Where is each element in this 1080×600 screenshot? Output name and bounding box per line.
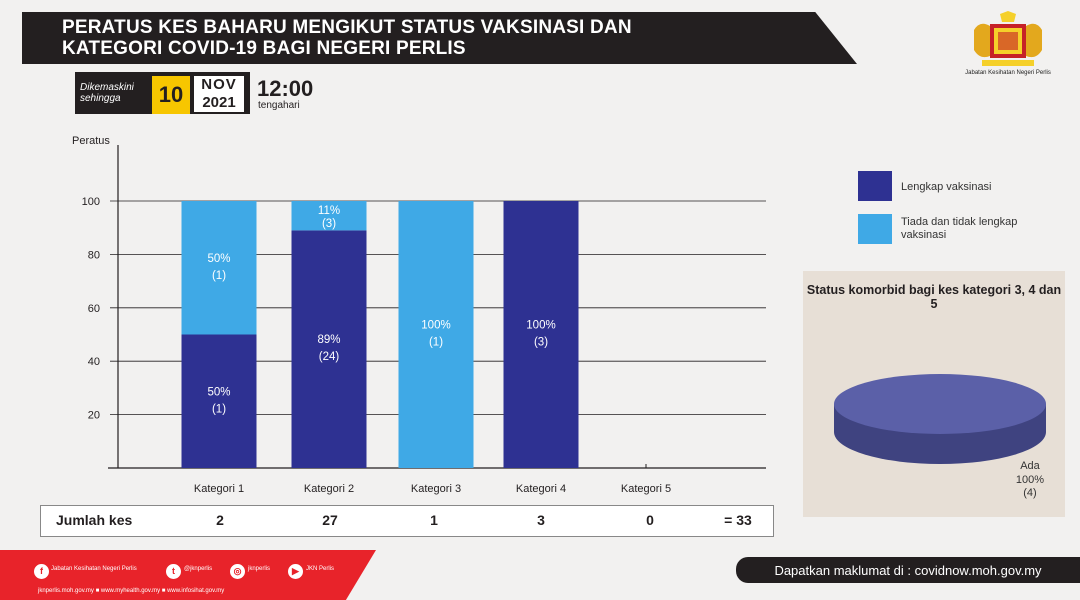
page-title-line-1: PERATUS KES BAHARU MENGIKUT STATUS VAKSI… bbox=[62, 17, 632, 38]
y-tick-label: 40 bbox=[88, 356, 100, 368]
data-label-percent: 50% bbox=[207, 386, 230, 398]
data-label-count: (3) bbox=[534, 337, 548, 349]
y-tick-label: 80 bbox=[88, 249, 100, 261]
bar-complete-2 bbox=[291, 230, 367, 468]
y-axis-label: Peratus bbox=[72, 135, 110, 147]
bar-incomplete-2 bbox=[291, 201, 367, 231]
youtube-icon[interactable]: ▶ bbox=[288, 564, 303, 579]
x-tick-label: Kategori 5 bbox=[621, 483, 671, 495]
bar-incomplete-3 bbox=[398, 201, 474, 468]
data-label-percent: 11% bbox=[318, 205, 340, 217]
data-label-count: (1) bbox=[212, 270, 226, 282]
data-label-count: (3) bbox=[322, 218, 336, 230]
bar-incomplete-1 bbox=[181, 201, 257, 335]
social-youtube[interactable]: JKN Perlis bbox=[306, 566, 335, 572]
bar-complete-1 bbox=[181, 334, 257, 468]
bar-chart: Peratus 20 40 60 80 100 50% (1) 50% (1) Kategori 1… bbox=[72, 135, 766, 495]
data-label-count: (1) bbox=[429, 337, 443, 349]
total-kategori-3: 1 bbox=[430, 512, 438, 528]
x-tick-label: Kategori 3 bbox=[411, 483, 461, 495]
page-title-line-2: KATEGORI COVID-19 BAGI NEGERI PERLIS bbox=[62, 38, 466, 59]
calendar-day: 10 bbox=[158, 82, 184, 107]
social-twitter[interactable]: @jknperlis bbox=[184, 566, 213, 572]
total-kategori-4: 3 bbox=[537, 512, 545, 528]
twitter-icon[interactable]: t bbox=[166, 564, 181, 579]
calendar-month: NOV bbox=[201, 76, 237, 93]
total-label: Jumlah kes bbox=[56, 512, 133, 528]
footer-links[interactable]: jknperlis.moh.gov.my ■ www.myhealth.gov.… bbox=[38, 588, 225, 594]
instagram-icon[interactable]: ◎ bbox=[230, 564, 245, 579]
facebook-icon[interactable]: f bbox=[34, 564, 49, 579]
comorbid-pie bbox=[834, 374, 1046, 464]
x-tick-label: Kategori 4 bbox=[516, 483, 566, 495]
data-label-percent: 100% bbox=[526, 320, 555, 332]
data-label-percent: 100% bbox=[421, 320, 450, 332]
footer-social-bar bbox=[0, 550, 376, 600]
x-tick-label: Kategori 1 bbox=[194, 483, 244, 495]
data-label-percent: 89% bbox=[317, 334, 340, 346]
data-label-count: (24) bbox=[319, 351, 340, 363]
pie-label-count: (4) bbox=[1023, 487, 1037, 499]
legend-label-complete: Lengkap vaksinasi bbox=[901, 181, 992, 193]
update-time-sub: tengahari bbox=[258, 100, 300, 111]
pie-label-percent: 100% bbox=[1015, 474, 1045, 486]
y-tick-label: 100 bbox=[82, 196, 100, 208]
x-tick-label: Kategori 2 bbox=[304, 483, 354, 495]
title-banner bbox=[22, 12, 857, 64]
total-kategori-2: 27 bbox=[322, 512, 338, 528]
bar-complete-4 bbox=[503, 201, 579, 468]
department-label: Jabatan Kesihatan Negeri Perlis bbox=[965, 70, 1051, 76]
calendar-month-box bbox=[194, 76, 244, 112]
social-instagram[interactable]: jknperlis bbox=[248, 566, 271, 572]
y-tick-label: 20 bbox=[88, 410, 100, 422]
footer-source-bar bbox=[736, 557, 1080, 583]
y-tick-label: 60 bbox=[88, 303, 100, 315]
pie-slice-ada bbox=[834, 374, 1046, 434]
coat-of-arms-icon bbox=[974, 11, 1042, 66]
total-kategori-5: 0 bbox=[646, 512, 654, 528]
data-label-count: (1) bbox=[212, 403, 226, 415]
legend-swatch-incomplete bbox=[858, 214, 892, 244]
footer-source-text[interactable]: Dapatkan maklumat di : covidnow.moh.gov.… bbox=[774, 563, 1042, 578]
calendar-day-box bbox=[152, 76, 190, 114]
updated-label: Dikemaskini sehingga bbox=[80, 82, 134, 104]
legend-swatch-complete bbox=[858, 171, 892, 201]
comorbid-title: Status komorbid bagi kes kategori 3, 4 d… bbox=[806, 283, 1062, 311]
total-sum: = 33 bbox=[724, 512, 752, 528]
social-facebook[interactable]: Jabatan Kesihatan Negeri Perlis bbox=[51, 566, 137, 572]
total-kategori-1: 2 bbox=[216, 512, 224, 528]
data-label-percent: 50% bbox=[207, 253, 230, 265]
total-table bbox=[40, 505, 774, 537]
calendar-year: 2021 bbox=[202, 94, 236, 111]
legend-label-incomplete: Tiada dan tidak lengkap vaksinasi bbox=[901, 216, 1018, 241]
pie-label-name: Ada bbox=[1020, 460, 1040, 472]
update-time: 12:00 bbox=[257, 76, 314, 101]
